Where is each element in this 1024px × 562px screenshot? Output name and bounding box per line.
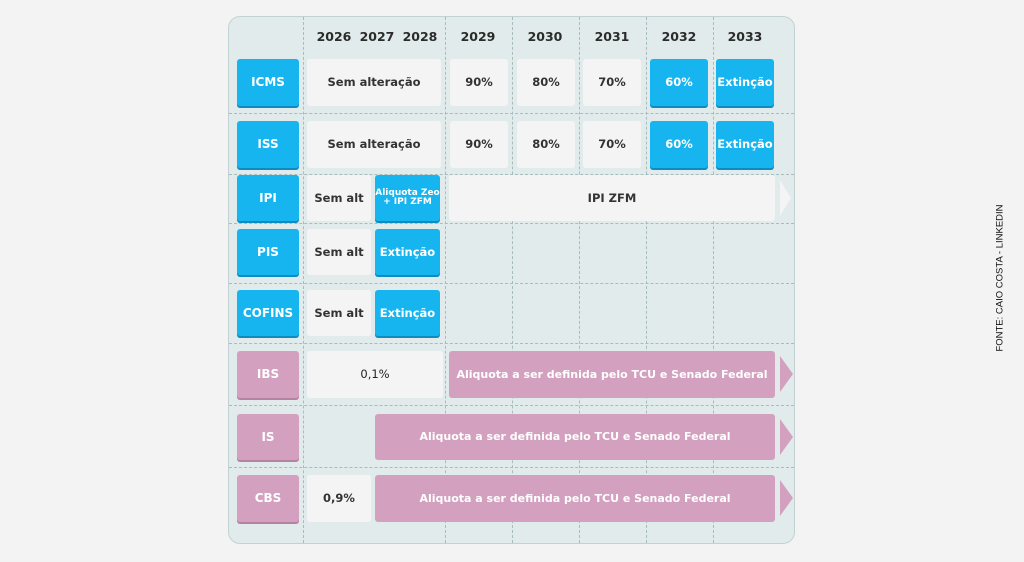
cofins-2026-cell: Sem alt [307, 290, 371, 336]
row-label-iss: ISS [237, 121, 299, 168]
grid-line [445, 17, 446, 543]
pis-2026-cell: Sem alt [307, 229, 371, 275]
arrow-right-icon [780, 356, 793, 392]
source-credit: FONTE: CAIO COSTA - LINKEDIN [994, 204, 1006, 352]
arrow-right-icon [780, 480, 793, 516]
grid-line [229, 223, 794, 224]
cbs-initial-cell: 0,9% [307, 475, 371, 522]
tax-timeline-panel: 2026 2027 2028 2029 2030 2031 2032 2033 … [228, 16, 795, 544]
row-label-cbs: CBS [237, 475, 299, 522]
iss-2033-cell: Extinção [716, 121, 774, 168]
year-header: 2032 [661, 29, 697, 44]
ipi-2027-line-2: + IPI ZFM [383, 197, 432, 207]
year-header: 2033 [727, 29, 763, 44]
grid-line [229, 405, 794, 406]
grid-line [579, 17, 580, 543]
grid-line [303, 17, 304, 543]
grid-line [229, 283, 794, 284]
ibs-rate-bar: Aliquota a ser definida pelo TCU e Senad… [449, 351, 775, 398]
iss-unchanged-cell: Sem alteração [307, 121, 441, 168]
icms-2032-cell: 60% [650, 59, 708, 106]
pis-2027-cell: Extinção [375, 229, 440, 275]
arrow-right-icon [780, 419, 793, 455]
icms-2031-cell: 70% [583, 59, 641, 106]
grid-line [229, 467, 794, 468]
grid-line [713, 17, 714, 543]
cbs-rate-bar: Aliquota a ser definida pelo TCU e Senad… [375, 475, 775, 522]
ibs-initial-cell: 0,1% [307, 351, 443, 398]
icms-2033-cell: Extinção [716, 59, 774, 106]
row-label-is: IS [237, 414, 299, 460]
ipi-2027-cell: Aliquota Zeo + IPI ZFM [375, 175, 440, 221]
row-label-ibs: IBS [237, 351, 299, 398]
iss-2029-cell: 90% [450, 121, 508, 168]
ipi-2027-line-1: Aliquota Zeo [375, 187, 440, 198]
row-label-ipi: IPI [237, 175, 299, 221]
row-label-pis: PIS [237, 229, 299, 275]
grid-line [229, 174, 794, 175]
iss-2031-cell: 70% [583, 121, 641, 168]
cofins-2027-cell: Extinção [375, 290, 440, 336]
year-header: 2031 [594, 29, 630, 44]
icms-2030-cell: 80% [517, 59, 575, 106]
year-header: 2027 [359, 29, 395, 44]
row-label-cofins: COFINS [237, 290, 299, 336]
grid-line [229, 343, 794, 344]
iss-2032-cell: 60% [650, 121, 708, 168]
iss-2030-cell: 80% [517, 121, 575, 168]
year-header: 2030 [527, 29, 563, 44]
row-label-icms: ICMS [237, 59, 299, 106]
ipi-2026-cell: Sem alt [307, 175, 371, 221]
grid-line [229, 113, 794, 114]
year-header: 2026 [316, 29, 352, 44]
ipi-zfm-bar: IPI ZFM [449, 175, 775, 221]
icms-2029-cell: 90% [450, 59, 508, 106]
arrow-right-icon [780, 180, 791, 216]
year-header: 2028 [402, 29, 438, 44]
year-header: 2029 [460, 29, 496, 44]
grid-line [646, 17, 647, 543]
icms-unchanged-cell: Sem alteração [307, 59, 441, 106]
grid-line [512, 17, 513, 543]
is-rate-bar: Aliquota a ser definida pelo TCU e Senad… [375, 414, 775, 460]
